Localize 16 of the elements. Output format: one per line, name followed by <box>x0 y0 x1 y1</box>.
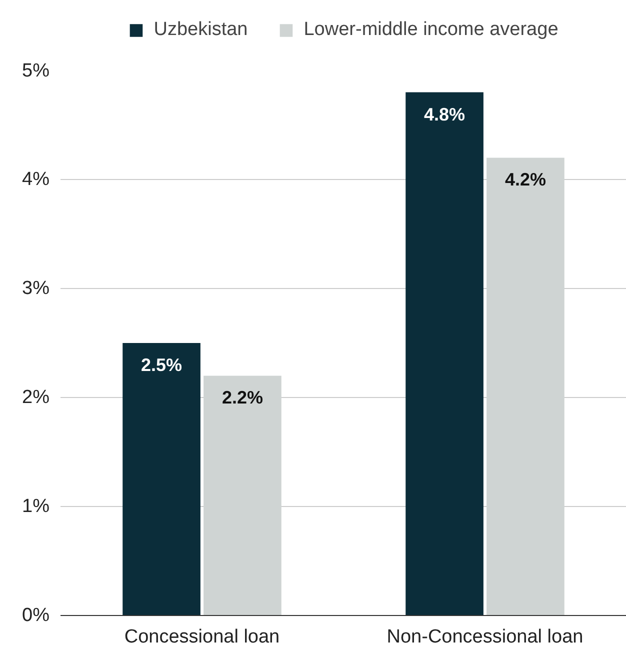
y-tick-label: 0% <box>22 605 50 626</box>
y-tick-label: 4% <box>22 169 50 190</box>
y-tick-label: 3% <box>22 278 50 299</box>
data-label: 2.2% <box>222 388 263 408</box>
data-label: 2.5% <box>141 355 182 375</box>
legend-label: Uzbekistan <box>154 19 248 41</box>
x-tick-label: Non-Concessional loan <box>386 626 584 648</box>
y-tick-label: 2% <box>22 387 50 408</box>
data-label: 4.2% <box>504 170 546 190</box>
legend-label: Lower-middle income average <box>304 19 558 41</box>
y-tick-label: 5% <box>22 60 50 82</box>
bar <box>122 343 200 616</box>
bar <box>406 92 484 616</box>
x-tick-label: Concessional loan <box>124 626 280 648</box>
data-label: 4.8% <box>424 104 466 124</box>
y-tick-label: 1% <box>22 496 50 517</box>
